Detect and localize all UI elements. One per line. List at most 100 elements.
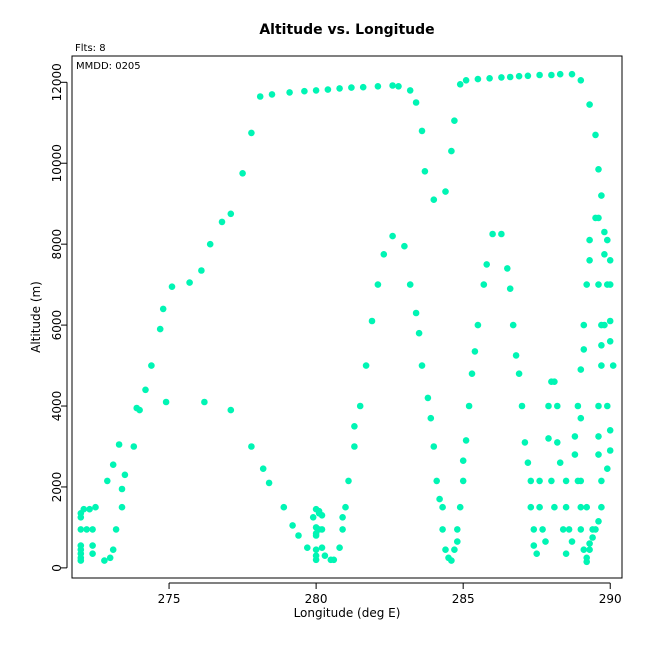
data-point [551, 503, 558, 511]
data-point [577, 526, 585, 533]
data-point [321, 552, 329, 559]
x-tick-label: 290 [599, 592, 622, 606]
data-point [533, 550, 540, 557]
data-point [609, 362, 617, 369]
data-point [248, 443, 255, 450]
data-point [556, 459, 564, 467]
data-point [268, 91, 276, 98]
data-point [536, 477, 543, 485]
data-point [336, 85, 343, 92]
data-point [77, 526, 85, 533]
data-point [418, 127, 426, 135]
chart-title: Altitude vs. Longitude [259, 22, 434, 38]
data-point [448, 147, 455, 155]
data-point [586, 236, 593, 244]
data-point [312, 556, 320, 564]
x-tick-label: 275 [158, 592, 181, 606]
data-point [406, 281, 414, 288]
data-point [168, 283, 176, 291]
data-point [156, 325, 164, 333]
data-point [312, 532, 320, 539]
data-point [415, 329, 423, 337]
x-axis: 275 280 285 290 [158, 582, 622, 606]
data-point [86, 505, 93, 513]
data-point [186, 279, 193, 286]
data-point [454, 526, 461, 533]
data-point [577, 414, 585, 422]
data-point [342, 503, 349, 511]
data-point [545, 435, 552, 442]
data-point [515, 370, 523, 378]
data-point [424, 394, 432, 402]
data-point [606, 447, 614, 454]
data-point [592, 526, 599, 533]
data-point [565, 526, 573, 533]
data-point [130, 443, 138, 450]
data-point [577, 503, 585, 511]
y-tick-label: 2000 [50, 472, 64, 503]
data-point [536, 503, 543, 511]
data-point [198, 267, 205, 274]
data-point [351, 443, 358, 450]
data-point [239, 170, 246, 177]
data-point [351, 423, 358, 430]
data-point [554, 439, 561, 446]
data-point [259, 465, 267, 473]
data-point [395, 83, 402, 90]
data-point [556, 70, 564, 78]
data-point [459, 477, 467, 485]
data-point [389, 232, 396, 240]
data-point [506, 285, 514, 293]
data-point [201, 398, 208, 406]
data-point [518, 402, 526, 410]
data-point [304, 544, 311, 551]
data-point [601, 228, 608, 236]
data-point [324, 86, 332, 93]
data-point [539, 526, 546, 533]
data-point [104, 477, 111, 485]
data-point [412, 309, 420, 317]
data-point [583, 558, 590, 566]
data-point [462, 77, 470, 84]
data-point [606, 338, 614, 345]
data-point [536, 71, 543, 79]
data-point [330, 556, 338, 564]
data-point [456, 81, 464, 88]
data-point [336, 544, 343, 551]
data-point [509, 321, 517, 329]
data-point [374, 83, 382, 90]
data-point [362, 362, 370, 369]
y-tick-label: 0 [50, 564, 64, 572]
data-point [577, 77, 585, 84]
data-point [430, 443, 438, 450]
data-point [286, 89, 293, 96]
data-point [265, 479, 273, 487]
data-point [309, 514, 317, 521]
data-point [601, 251, 608, 258]
data-point [401, 242, 408, 250]
data-point [280, 503, 288, 511]
data-point [289, 522, 296, 529]
data-point [89, 550, 96, 557]
plot-frame [71, 55, 623, 579]
data-point [121, 471, 129, 479]
data-point [562, 550, 570, 557]
data-point [359, 83, 367, 91]
data-point [101, 557, 108, 564]
data-point [318, 526, 326, 533]
data-point [498, 230, 505, 238]
data-point [468, 370, 476, 378]
y-tick-label: 8000 [50, 229, 64, 260]
data-point [524, 72, 532, 80]
data-point [568, 538, 576, 545]
data-point [604, 402, 611, 410]
data-point [606, 427, 614, 434]
data-point [380, 251, 388, 258]
data-point [368, 317, 376, 325]
data-point [118, 503, 126, 511]
data-point [604, 465, 611, 473]
y-tick-label: 4000 [50, 391, 64, 422]
x-tick-label: 280 [305, 592, 328, 606]
date-label: MMDD: 0205 [76, 61, 141, 72]
